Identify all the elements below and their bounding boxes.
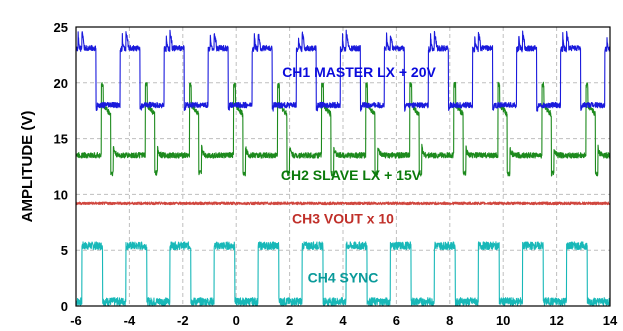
x-tick-label: -6 <box>70 313 82 328</box>
annotation-ch3: CH3 VOUT x 10 <box>292 210 394 226</box>
annotation-ch2: CH2 SLAVE LX + 15V <box>281 167 422 183</box>
x-tick-label: 8 <box>446 313 453 328</box>
annotation-ch1: CH1 MASTER LX + 20V <box>282 64 436 80</box>
x-tick-label: 0 <box>233 313 240 328</box>
x-tick-label: 2 <box>286 313 293 328</box>
x-tick-labels: -6 -4 -2 0 2 4 6 8 10 12 14 <box>70 313 618 328</box>
x-tick-label: 6 <box>393 313 400 328</box>
y-tick-label: 10 <box>54 187 68 202</box>
x-tick-label: -4 <box>124 313 136 328</box>
x-tick-label: 10 <box>496 313 510 328</box>
x-tick-label: 12 <box>549 313 563 328</box>
y-tick-label: 15 <box>54 132 68 147</box>
channel-annotations: CH1 MASTER LX + 20V CH2 SLAVE LX + 15V CH3… <box>281 64 437 285</box>
y-axis-label: AMPLITUDE (V) <box>19 111 36 223</box>
x-tick-label: -2 <box>177 313 189 328</box>
y-tick-labels: 0 5 10 15 20 25 <box>54 20 68 314</box>
annotation-ch4: CH4 SYNC <box>308 270 379 286</box>
y-tick-label: 5 <box>61 243 68 258</box>
y-tick-label: 20 <box>54 76 68 91</box>
y-tick-label: 25 <box>54 20 68 35</box>
x-tick-label: 4 <box>339 313 347 328</box>
x-tick-label: 14 <box>603 313 618 328</box>
y-tick-label: 0 <box>61 299 68 314</box>
